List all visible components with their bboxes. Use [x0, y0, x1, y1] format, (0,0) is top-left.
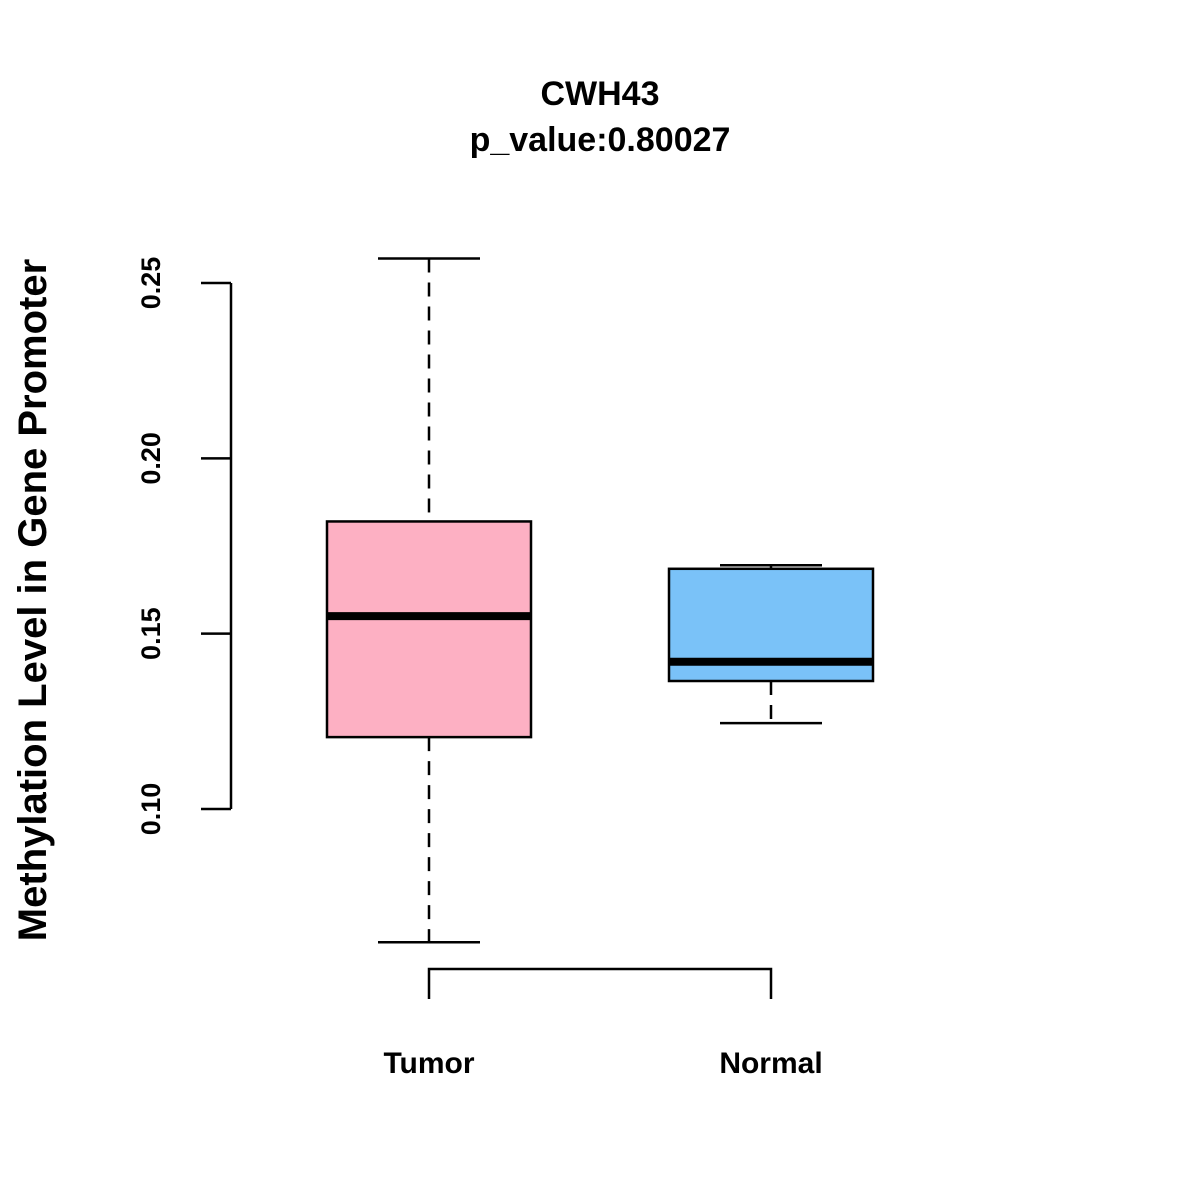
box-normal — [667, 564, 875, 725]
x-axis-labels: Tumor Normal — [383, 1047, 822, 1080]
chart-title: CWH43 — [540, 75, 659, 113]
y-axis-label: Methylation Level in Gene Promoter — [11, 259, 55, 941]
bracket-line — [427, 967, 773, 999]
box-tumor — [325, 257, 533, 944]
boxes-group — [325, 257, 875, 944]
chart-subtitle: p_value:0.80027 — [470, 121, 731, 159]
x-tick-label-normal: Normal — [719, 1047, 822, 1080]
y-tick-label: 0.25 — [136, 257, 166, 310]
box-iqr — [325, 520, 533, 739]
y-tick-label: 0.15 — [136, 607, 166, 660]
x-tick-label-tumor: Tumor — [383, 1047, 474, 1080]
y-tick-label: 0.20 — [136, 432, 166, 485]
comparison-bracket — [427, 967, 773, 999]
y-axis: 0.10 0.15 0.20 0.25 — [136, 257, 233, 836]
y-tick-label: 0.10 — [136, 783, 166, 836]
